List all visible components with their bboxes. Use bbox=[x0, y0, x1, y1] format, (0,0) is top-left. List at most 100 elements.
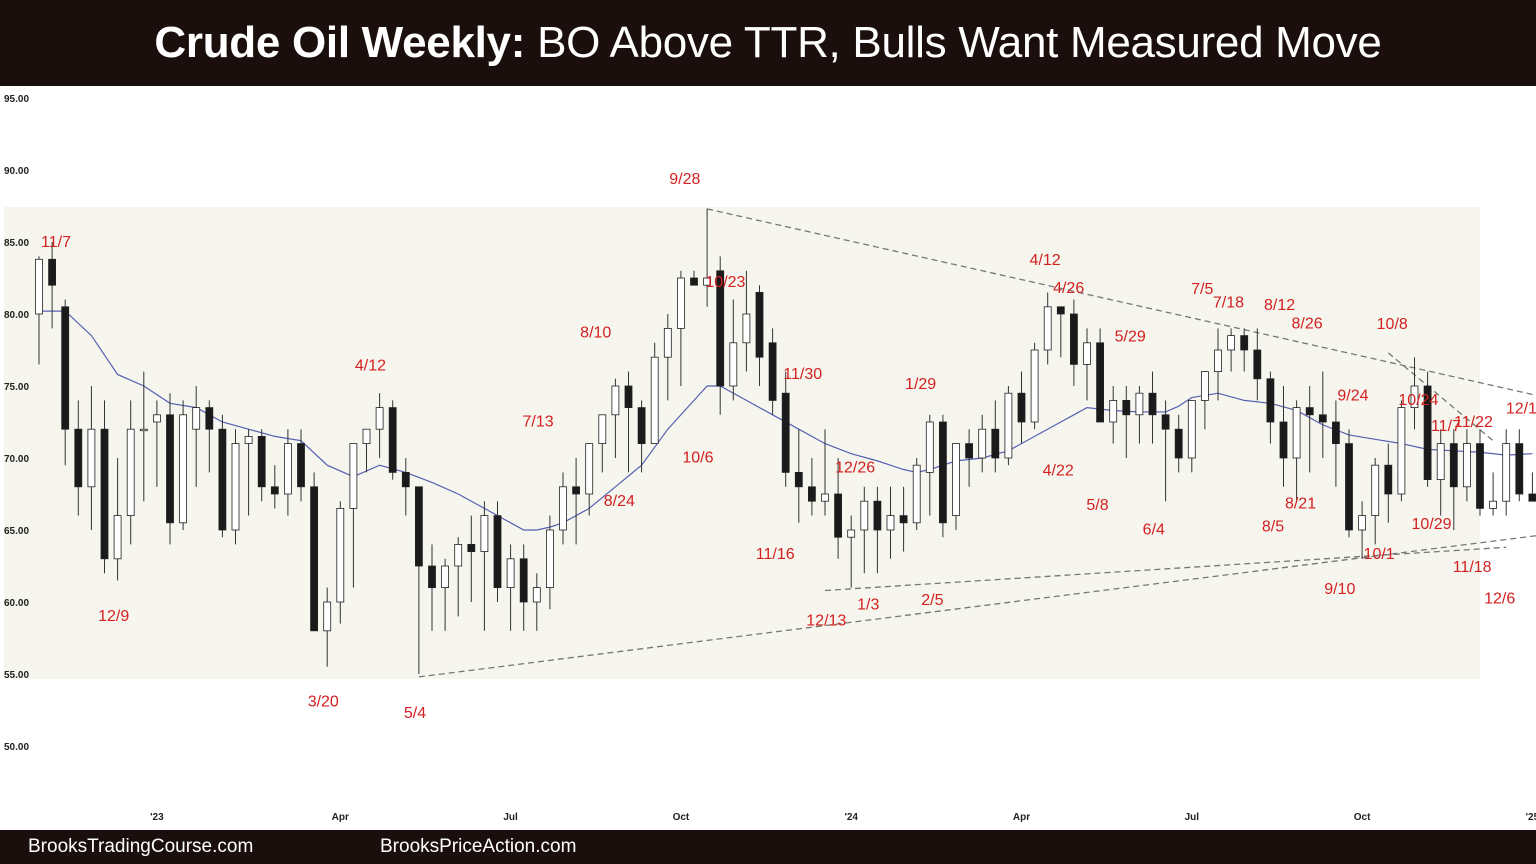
candle-body bbox=[939, 421, 947, 524]
candle bbox=[1292, 400, 1301, 502]
y-tick-label: 75.00 bbox=[4, 382, 29, 393]
candle-body bbox=[847, 529, 856, 538]
candle-body bbox=[663, 327, 672, 358]
trendline bbox=[1387, 352, 1494, 442]
candle bbox=[624, 371, 633, 473]
candle-body bbox=[388, 407, 397, 473]
trendlines bbox=[418, 208, 1536, 678]
candle bbox=[1148, 371, 1157, 444]
footer-link-left[interactable]: BrooksTradingCourse.com bbox=[28, 836, 254, 857]
candle-body bbox=[598, 414, 607, 444]
candle bbox=[297, 429, 305, 502]
candle bbox=[467, 515, 476, 602]
candle bbox=[126, 400, 135, 545]
candle bbox=[323, 587, 332, 667]
candle bbox=[375, 393, 384, 458]
title-bold: Crude Oil Weekly: bbox=[154, 18, 526, 67]
candle-body bbox=[925, 421, 934, 473]
candle bbox=[61, 299, 70, 466]
candle-body bbox=[1318, 414, 1327, 423]
date-label: 11/18 bbox=[1453, 559, 1492, 576]
candle bbox=[729, 299, 738, 401]
candle bbox=[1174, 414, 1183, 473]
y-tick-label: 70.00 bbox=[4, 454, 29, 465]
y-tick-label: 80.00 bbox=[4, 310, 29, 321]
candle-body bbox=[1135, 392, 1144, 416]
date-label: 2/5 bbox=[921, 592, 943, 609]
y-tick-label: 90.00 bbox=[4, 166, 29, 177]
candle-body bbox=[231, 443, 240, 531]
candle bbox=[1397, 400, 1406, 502]
date-label: 10/6 bbox=[682, 450, 713, 467]
date-label: 8/21 bbox=[1285, 496, 1316, 513]
date-label: 3/20 bbox=[308, 694, 339, 711]
candle bbox=[650, 342, 659, 445]
candle-body bbox=[1214, 349, 1222, 373]
date-label: 11/7 bbox=[41, 234, 71, 251]
candle bbox=[1070, 299, 1078, 386]
candle bbox=[1279, 386, 1288, 487]
candle bbox=[87, 386, 96, 530]
candle-body bbox=[192, 407, 201, 430]
candle bbox=[1502, 429, 1511, 516]
candle bbox=[493, 501, 502, 602]
date-label: 10/23 bbox=[705, 274, 745, 291]
y-tick-label: 65.00 bbox=[4, 526, 29, 537]
footer-link-right[interactable]: BrooksPriceAction.com bbox=[380, 836, 577, 857]
candle bbox=[1083, 328, 1091, 401]
candle-body bbox=[1070, 313, 1078, 365]
candle bbox=[1449, 429, 1458, 530]
x-tick-label: '25 bbox=[1526, 812, 1536, 823]
date-label: 5/29 bbox=[1115, 329, 1146, 346]
candle-body bbox=[703, 277, 711, 286]
candle bbox=[716, 256, 725, 415]
candle bbox=[362, 428, 371, 473]
candle-body bbox=[1096, 342, 1104, 423]
y-tick-label: 55.00 bbox=[4, 670, 29, 681]
candle-body bbox=[755, 291, 764, 358]
candle-body bbox=[1515, 443, 1524, 495]
candle bbox=[349, 443, 358, 588]
candle-body bbox=[794, 471, 803, 488]
candle bbox=[873, 486, 882, 574]
candle bbox=[847, 515, 856, 588]
candle-body bbox=[493, 515, 502, 588]
y-tick-label: 50.00 bbox=[4, 742, 29, 753]
candle bbox=[1135, 386, 1144, 444]
x-tick-label: Oct bbox=[673, 812, 690, 823]
candle bbox=[768, 328, 777, 415]
date-label: 5/8 bbox=[1086, 497, 1108, 514]
candle-body bbox=[1056, 306, 1065, 315]
candle-body bbox=[218, 428, 227, 531]
date-label: 12/6 bbox=[1484, 591, 1515, 608]
candle-body bbox=[113, 515, 122, 560]
candle bbox=[1305, 386, 1314, 473]
candle bbox=[742, 270, 751, 372]
candle-body bbox=[1292, 407, 1301, 459]
candle bbox=[441, 558, 450, 631]
candle bbox=[1318, 371, 1327, 458]
candle-body bbox=[637, 407, 646, 445]
candle bbox=[1109, 386, 1118, 444]
candle bbox=[1187, 399, 1196, 473]
candle-body bbox=[126, 428, 135, 517]
candle bbox=[506, 544, 515, 631]
date-label: 8/5 bbox=[1262, 519, 1284, 536]
candle bbox=[480, 501, 489, 631]
candle bbox=[1528, 472, 1536, 502]
candle-body bbox=[1201, 371, 1209, 401]
candle bbox=[283, 429, 292, 516]
candle bbox=[1227, 328, 1235, 372]
candle bbox=[834, 458, 842, 559]
candle bbox=[270, 465, 279, 509]
candle bbox=[1384, 443, 1393, 523]
candle-body bbox=[1109, 399, 1118, 423]
candle-body bbox=[323, 601, 332, 632]
candle bbox=[388, 400, 397, 480]
candle-body bbox=[1423, 385, 1432, 480]
candle bbox=[559, 472, 567, 545]
candle-body bbox=[546, 529, 554, 588]
candle-body bbox=[519, 558, 528, 603]
candle-body bbox=[1449, 443, 1458, 488]
price-chart: 95.00 90.00 85.00 80.00 75.00 70.00 65.00 60.00… bbox=[4, 94, 1536, 823]
